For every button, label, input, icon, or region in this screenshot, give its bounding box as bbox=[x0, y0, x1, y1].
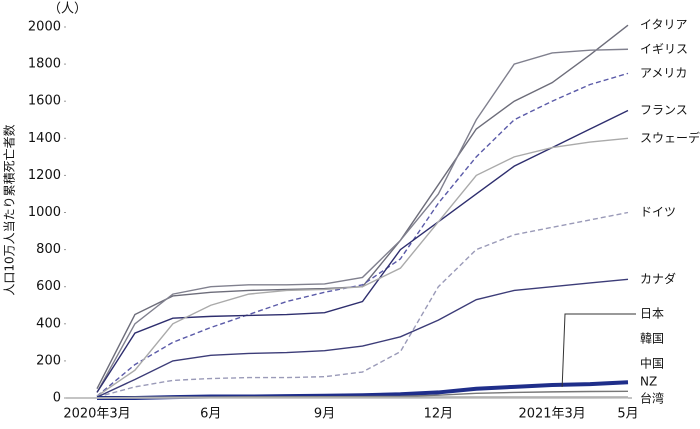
y-tick-label: 0 bbox=[53, 391, 61, 406]
y-tick-label: 1800 bbox=[28, 57, 61, 72]
y-tick-label: 800 bbox=[36, 242, 61, 257]
series-line bbox=[96, 278, 629, 398]
y-tick-label: 1400 bbox=[28, 131, 61, 146]
x-tick-label: 2021年3月 bbox=[518, 407, 585, 422]
x-tick-label: 6月 bbox=[200, 407, 221, 422]
legend-label: カナダ bbox=[640, 271, 676, 286]
legend-label: イギリス bbox=[640, 42, 688, 56]
legend-label: イタリア bbox=[640, 18, 688, 32]
unit-label: （人） bbox=[48, 2, 87, 17]
series-line bbox=[96, 396, 628, 399]
y-tick-label: 600 bbox=[36, 279, 61, 294]
y-tick-label: 200 bbox=[36, 353, 61, 368]
legend-label: フランス bbox=[640, 103, 688, 117]
legend-label: ドイツ bbox=[640, 205, 676, 219]
y-tick-label: 2000 bbox=[28, 20, 61, 35]
x-tick-label: 2020年3月 bbox=[63, 407, 130, 422]
y-tick-label: 1200 bbox=[28, 168, 61, 183]
y-tick-label: 1600 bbox=[28, 94, 61, 109]
series-line bbox=[97, 380, 629, 400]
y-axis-label: 人口10万人当たり累積死亡者数 bbox=[2, 124, 17, 295]
legend-label: NZ bbox=[640, 375, 657, 389]
series-line bbox=[96, 48, 629, 393]
legend-label: 台湾 bbox=[640, 391, 664, 406]
series-line bbox=[96, 211, 629, 398]
legend-label: 日本 bbox=[640, 307, 664, 321]
y-tick-label: 1000 bbox=[28, 205, 61, 220]
legend-label: アメリカ bbox=[640, 66, 687, 80]
y-tick-label: 400 bbox=[36, 316, 61, 331]
leader-line bbox=[561, 313, 636, 387]
x-tick-label: 5月 bbox=[617, 407, 638, 422]
x-tick-label: 9月 bbox=[314, 407, 335, 422]
series-line bbox=[96, 72, 629, 397]
legend-label: 中国 bbox=[640, 356, 664, 371]
legend-label: 韓国 bbox=[640, 332, 664, 346]
series-line bbox=[96, 137, 629, 397]
x-tick-label: 12月 bbox=[424, 407, 454, 422]
legend-label: スウェーデン bbox=[640, 130, 700, 145]
series-line bbox=[96, 24, 629, 390]
series-line bbox=[96, 109, 629, 393]
